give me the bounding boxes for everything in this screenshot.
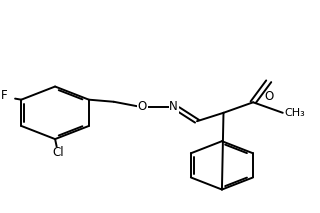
Text: CH₃: CH₃ (284, 108, 305, 118)
Text: Cl: Cl (52, 146, 64, 159)
Text: N: N (169, 100, 178, 113)
Text: F: F (1, 89, 7, 102)
Text: O: O (264, 90, 273, 103)
Text: O: O (138, 100, 147, 113)
